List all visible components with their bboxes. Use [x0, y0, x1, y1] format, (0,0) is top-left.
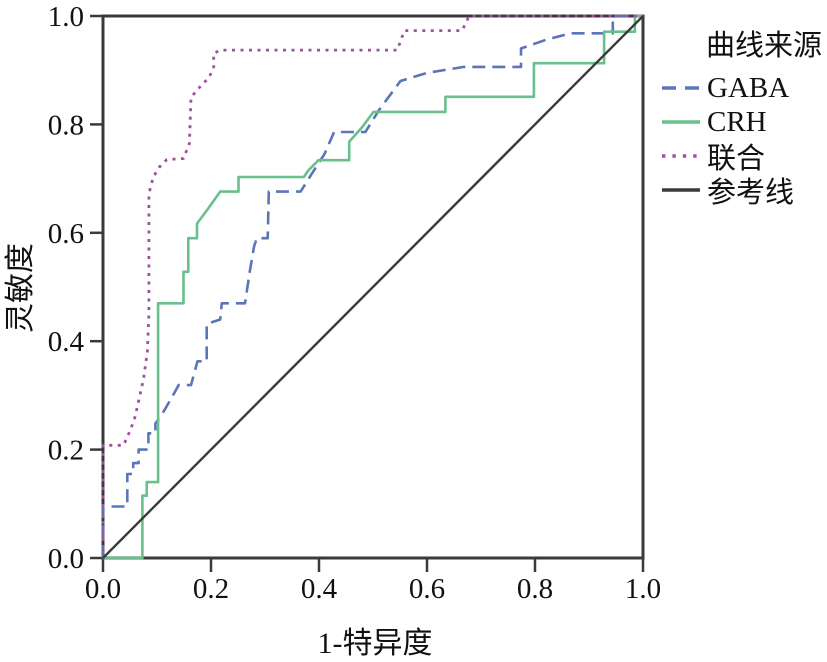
gaba-dashed-line-swatch	[662, 86, 700, 90]
series-GABA	[101, 14, 643, 558]
y-axis-title: 灵敏度	[4, 243, 37, 333]
x-tick-label: 1.0	[625, 573, 661, 605]
y-tick-label: 0.4	[48, 326, 85, 358]
y-tick-label: 0.0	[48, 543, 84, 575]
legend-title: 曲线来源	[706, 30, 823, 62]
reference-solid-line-swatch	[662, 188, 700, 192]
legend-label-reference: 参考线	[707, 177, 795, 209]
series-CRH	[103, 14, 643, 560]
x-tick-label: 0.2	[193, 573, 229, 605]
y-tick-label: 0.8	[48, 109, 84, 141]
y-tick-label: 0.6	[48, 218, 84, 250]
legend-label-combined: 联合	[707, 143, 766, 175]
y-tick-label: 0.2	[48, 435, 84, 467]
y-tick-label: 1.0	[48, 1, 84, 33]
x-tick-label: 0.0	[85, 573, 121, 605]
legend-item-gaba: GABA	[662, 71, 827, 105]
x-tick-label: 0.4	[301, 573, 338, 605]
legend-item-combined: 联合	[662, 139, 827, 175]
x-axis-title: 1-特异度	[317, 627, 433, 660]
x-tick-label: 0.8	[517, 573, 553, 605]
x-tick-label: 0.6	[409, 573, 445, 605]
legend-item-crh: CRH	[662, 105, 827, 139]
combined-dotted-line-swatch	[662, 154, 700, 158]
series-参考线	[102, 15, 644, 559]
plot-frame	[101, 14, 645, 560]
legend: 曲线来源 GABA CRH 联合 参考线	[662, 30, 827, 209]
legend-label-gaba: GABA	[707, 71, 790, 104]
legend-item-reference: 参考线	[662, 173, 827, 209]
legend-label-crh: CRH	[707, 105, 767, 138]
series-联合	[101, 14, 643, 558]
crh-solid-line-swatch	[662, 120, 700, 124]
